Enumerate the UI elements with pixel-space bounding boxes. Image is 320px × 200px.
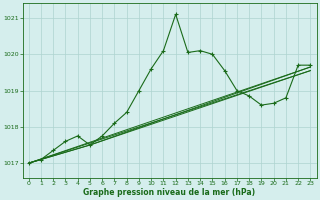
X-axis label: Graphe pression niveau de la mer (hPa): Graphe pression niveau de la mer (hPa) bbox=[84, 188, 256, 197]
